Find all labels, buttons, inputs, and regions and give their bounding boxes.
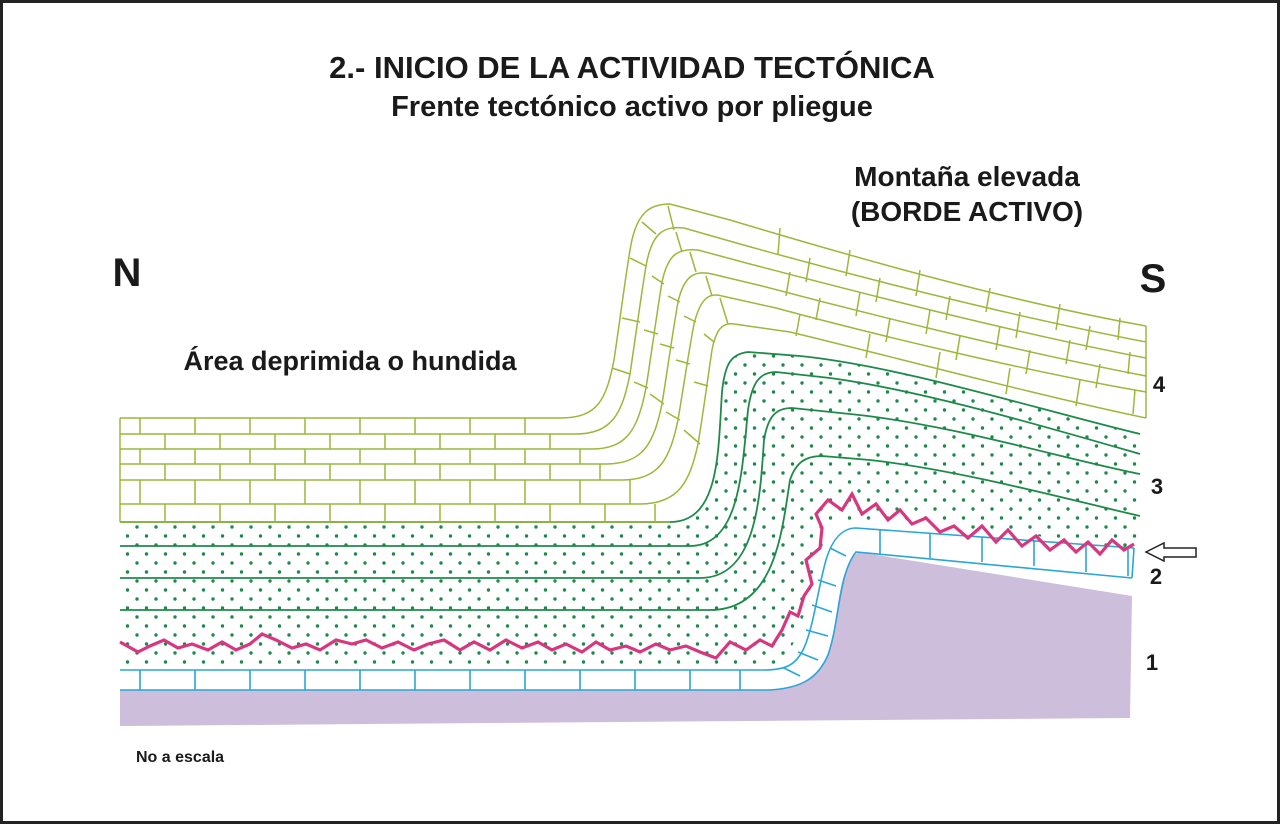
- yellow-limestone-layer: [119, 203, 1147, 523]
- cross-section-diagram: 2.- INICIO DE LA ACTIVIDAD TECTÓNICA Fre…: [113, 49, 1197, 766]
- diagram-subtitle: Frente tectónico activo por pliegue: [391, 91, 873, 123]
- layer-1-number: 1: [1146, 650, 1158, 675]
- basement-layer: [120, 552, 1132, 726]
- depressed-area-label: Área deprimida o hundida: [183, 345, 517, 376]
- south-label: S: [1140, 257, 1167, 301]
- layer-3-number: 3: [1151, 474, 1163, 499]
- layer-2-number: 2: [1150, 564, 1162, 589]
- north-label: N: [113, 251, 142, 295]
- scale-note: No a escala: [136, 749, 224, 766]
- diagram-title: 2.- INICIO DE LA ACTIVIDAD TECTÓNICA: [329, 49, 935, 85]
- unconformity-line: [119, 490, 1135, 660]
- mountain-label-line2: (BORDE ACTIVO): [851, 196, 1083, 227]
- unconformity-arrow: [1144, 541, 1197, 563]
- blue-limestone-layer: [120, 527, 1135, 691]
- layer-4-number: 4: [1153, 372, 1166, 397]
- mountain-label-line1: Montaña elevada: [854, 161, 1080, 192]
